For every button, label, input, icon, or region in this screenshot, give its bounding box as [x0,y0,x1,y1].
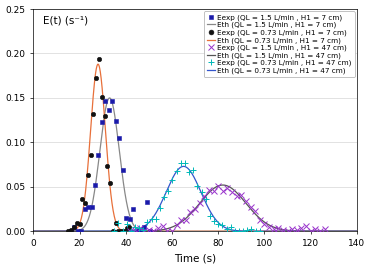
Text: E(t) (s⁻¹): E(t) (s⁻¹) [43,16,88,26]
Legend: Eexp (QL = 1.5 L/min , H1 = 7 cm), Eth (QL = 1.5 L/min , H1 = 7 cm), Eexp (QL = : Eexp (QL = 1.5 L/min , H1 = 7 cm), Eth (… [204,11,355,77]
X-axis label: Time (s): Time (s) [174,253,216,263]
